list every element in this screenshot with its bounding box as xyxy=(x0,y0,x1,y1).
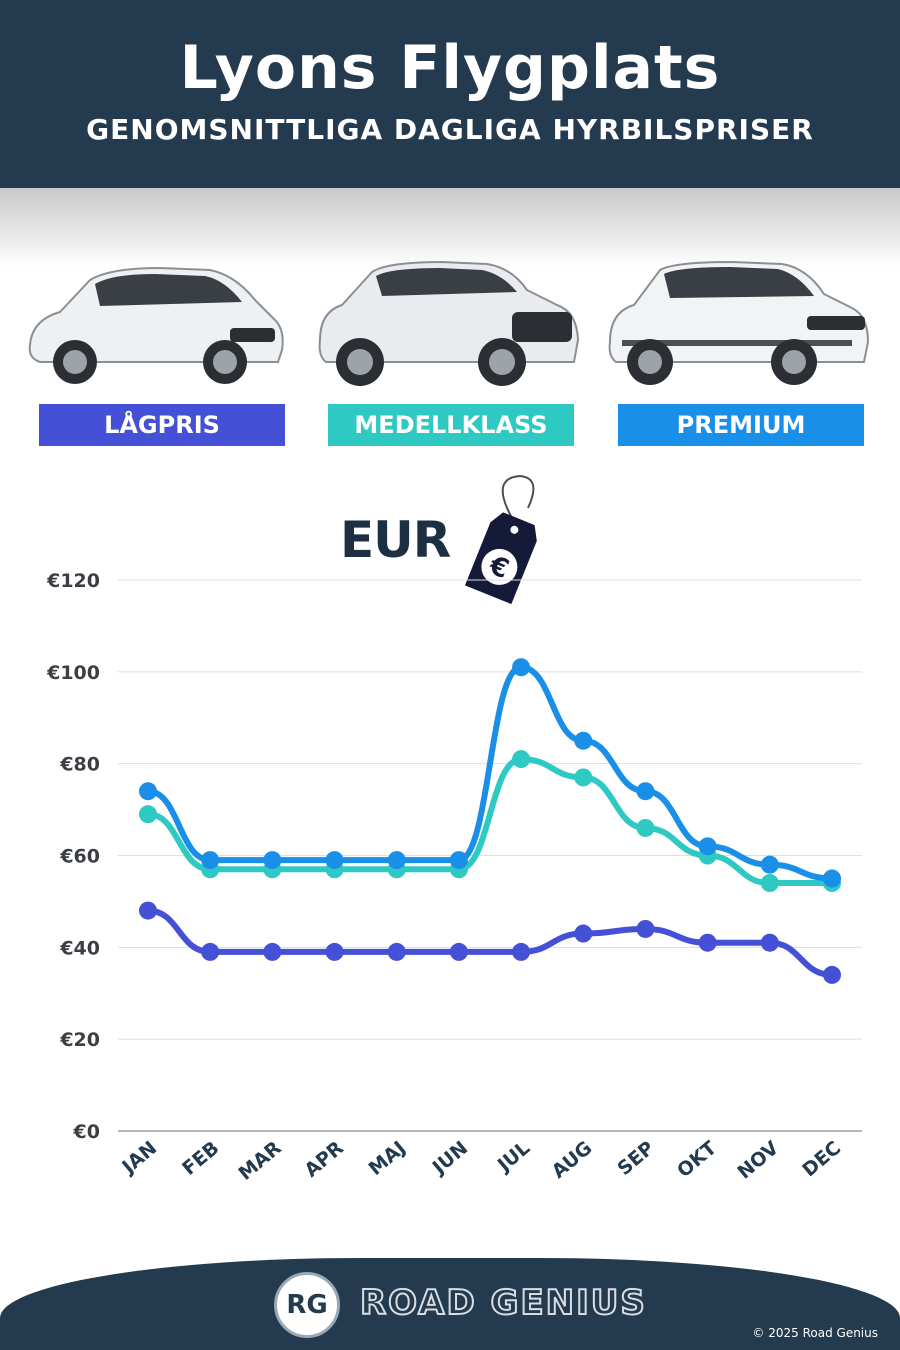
x-tick-label: FEB xyxy=(178,1137,223,1180)
header: Lyons Flygplats GENOMSNITTLIGA DAGLIGA H… xyxy=(0,0,900,188)
premium-car-image xyxy=(602,250,872,400)
y-tick-label: €120 xyxy=(46,570,100,592)
data-point xyxy=(698,933,717,952)
data-point xyxy=(698,837,717,856)
x-tick-label: NOV xyxy=(733,1137,783,1184)
x-tick-label: DEC xyxy=(798,1137,845,1181)
data-point xyxy=(636,782,655,801)
data-point xyxy=(574,924,593,943)
price-line-chart: €0 €20 €40 €60 €80 €100 €120 JAN FEB MAR APR MAJ JU… xyxy=(46,570,862,1185)
y-tick-label: €40 xyxy=(59,937,100,959)
x-tick-label: SEP xyxy=(613,1137,658,1180)
x-tick-label: OKT xyxy=(673,1137,721,1182)
premium-label: PREMIUM xyxy=(618,404,864,446)
x-tick-label: APR xyxy=(300,1137,348,1182)
data-point xyxy=(512,942,531,961)
data-point xyxy=(139,782,157,801)
header-shadow xyxy=(0,188,900,268)
data-point xyxy=(636,919,655,938)
data-point xyxy=(449,942,468,961)
copyright: © 2025 Road Genius xyxy=(752,1326,878,1340)
data-point xyxy=(760,933,779,952)
data-point xyxy=(201,942,220,961)
y-tick-label: €0 xyxy=(73,1121,100,1143)
data-point xyxy=(325,942,344,961)
x-tick-label: AUG xyxy=(548,1137,597,1183)
x-tick-label: JAN xyxy=(117,1137,162,1179)
data-point xyxy=(139,805,157,824)
data-point xyxy=(636,818,655,837)
road-genius-logo-icon: RG xyxy=(274,1272,340,1338)
data-point xyxy=(449,851,468,870)
y-tick-label: €20 xyxy=(59,1029,100,1051)
data-point xyxy=(512,750,531,769)
data-point xyxy=(263,851,282,870)
data-point xyxy=(760,855,779,874)
y-tick-label: €80 xyxy=(59,754,100,776)
midsize-car-image xyxy=(312,250,582,400)
x-tick-label: MAJ xyxy=(365,1137,410,1180)
currency-unit: EUR xyxy=(340,511,451,569)
data-point xyxy=(574,731,593,750)
page-subtitle: GENOMSNITTLIGA DAGLIGA HYRBILSPRISER xyxy=(86,113,814,146)
budget-label: LÅGPRIS xyxy=(39,404,285,446)
price-tag-icon: € xyxy=(464,474,537,605)
data-point xyxy=(823,869,841,888)
budget-car-image xyxy=(20,250,290,400)
data-point xyxy=(387,942,406,961)
data-point xyxy=(574,768,593,787)
data-point xyxy=(263,942,282,961)
y-tick-label: €60 xyxy=(59,846,100,868)
data-point xyxy=(139,901,157,920)
data-point xyxy=(760,874,779,893)
data-point xyxy=(387,851,406,870)
y-tick-label: €100 xyxy=(46,662,100,684)
series-line xyxy=(145,907,835,978)
midsize-label: MEDELLKLASS xyxy=(328,404,574,446)
series-line xyxy=(145,664,835,882)
page-title: Lyons Flygplats xyxy=(179,33,721,103)
x-tick-label: MAR xyxy=(234,1137,285,1185)
x-tick-label: JUN xyxy=(427,1137,472,1180)
data-point xyxy=(325,851,344,870)
x-tick-label: JUL xyxy=(492,1137,534,1177)
data-point xyxy=(201,851,220,870)
data-point xyxy=(823,965,841,984)
data-point xyxy=(512,658,531,677)
footer xyxy=(0,1258,900,1350)
brand-name: ROAD GENIUS xyxy=(359,1282,647,1324)
